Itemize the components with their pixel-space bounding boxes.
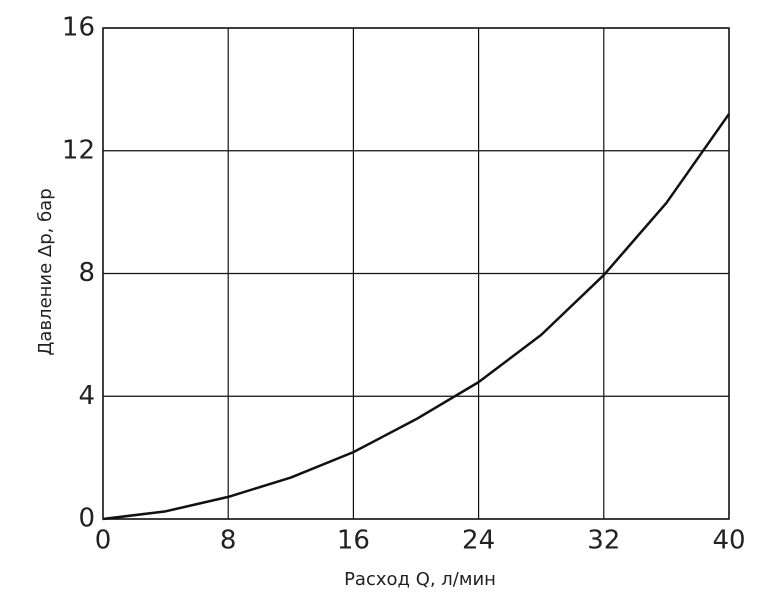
x-tick-label: 8: [220, 526, 237, 556]
x-tick-label: 32: [587, 526, 620, 556]
x-axis-title: Расход Q, л/мин: [344, 569, 496, 590]
y-tick-label: 0: [78, 504, 95, 534]
x-tick-label: 40: [712, 526, 745, 556]
y-tick-label: 12: [62, 135, 95, 165]
x-tick-label: 24: [462, 526, 495, 556]
y-tick-label: 4: [78, 381, 95, 411]
line-series: [102, 113, 731, 521]
y-tick-label: 8: [78, 258, 95, 288]
y-axis-title: Давление Δр, бар: [35, 188, 56, 355]
x-tick-label: 0: [95, 526, 112, 556]
plot-frame: [102, 27, 730, 520]
x-tick-label: 16: [337, 526, 370, 556]
y-tick-label: 16: [62, 13, 95, 43]
